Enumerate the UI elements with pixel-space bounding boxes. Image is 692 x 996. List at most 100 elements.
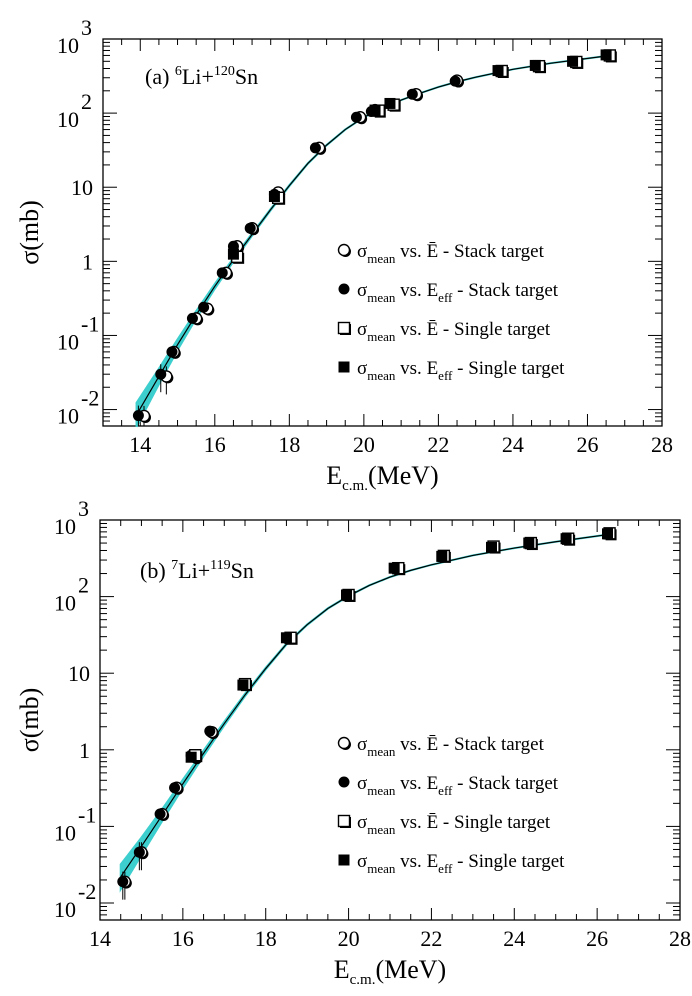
x-tick-label: 28 — [669, 926, 691, 951]
data-point — [309, 142, 321, 154]
y-tick-base: 10 — [54, 897, 76, 922]
x-tick-label: 14 — [89, 926, 111, 951]
legend-vs: vs. — [395, 319, 426, 340]
legend-entry: σmean vs. Ē - Single target — [357, 319, 551, 344]
y-tick-label: 10 — [71, 175, 93, 200]
data-point — [602, 528, 613, 540]
x-tick-label: 24 — [503, 926, 525, 951]
y-tick-label: 10 — [57, 33, 79, 58]
reaction-symbol-2: Sn — [235, 64, 258, 89]
reaction-symbol-1: Li+ — [178, 558, 210, 583]
legend-vs: vs. — [395, 358, 426, 379]
legend-energy: Ē — [427, 241, 439, 262]
legend-energy-sub: eff — [438, 783, 453, 798]
legend-target: - Stack target — [438, 734, 544, 755]
data-point — [237, 679, 249, 691]
data-point — [155, 368, 167, 380]
data-point — [406, 88, 418, 100]
data-point — [268, 190, 280, 202]
legend-energy-sub: eff — [438, 368, 453, 383]
legend-energy: E — [427, 773, 439, 794]
data-point — [280, 632, 292, 644]
x-axis-title-main: E — [334, 955, 350, 984]
data-point — [384, 97, 396, 109]
data-point — [600, 49, 612, 61]
legend-marker — [337, 321, 351, 335]
legend-energy-sub: eff — [438, 861, 453, 876]
legend-sigma: σ — [357, 358, 367, 379]
panel-a: 14 16 18 20 22 24 26 2810-210-1110102103Ec.m.(M… — [15, 15, 673, 494]
y-tick-label: 10 — [54, 591, 76, 616]
series-open-square — [230, 49, 617, 264]
legend-sigma: σ — [357, 241, 367, 262]
y-tick-base: 10 — [71, 175, 93, 200]
x-tick-label: 20 — [338, 926, 360, 951]
legend-sigma-sub: mean — [367, 744, 396, 759]
fit-curve — [136, 55, 607, 416]
y-tick-label: 1 — [79, 738, 90, 763]
panel-id: (b) — [140, 558, 171, 583]
legend-marker — [337, 736, 351, 750]
y-tick-exponent: -1 — [81, 311, 99, 336]
legend-vs: vs. — [395, 280, 426, 301]
legend-target: - Single target — [438, 812, 551, 833]
legend-sigma-sub: mean — [367, 861, 396, 876]
x-axis-title-sub: c.m. — [342, 478, 368, 494]
legend-target: - Single target — [452, 851, 565, 872]
legend-vs: vs. — [395, 812, 426, 833]
data-point — [529, 59, 541, 71]
legend-marker — [337, 243, 351, 257]
y-tick-base: 10 — [57, 404, 79, 429]
x-axis-title: Ec.m.(MeV) — [326, 461, 438, 494]
reaction-mass-2: 119 — [210, 558, 230, 573]
legend-sigma-sub: mean — [367, 822, 396, 837]
data-point — [204, 725, 216, 737]
y-tick-base: 10 — [57, 33, 79, 58]
reaction-symbol-2: Sn — [231, 558, 254, 583]
legend-sigma: σ — [357, 851, 367, 872]
data-point — [486, 541, 497, 553]
y-tick-exponent: -2 — [78, 879, 96, 904]
data-point — [132, 410, 144, 422]
y-tick-exponent: -2 — [81, 386, 99, 411]
reaction-mass-1: 7 — [171, 558, 178, 573]
y-tick-base: 10 — [57, 107, 79, 132]
data-point — [449, 75, 461, 87]
x-ticks: 14 16 18 20 22 24 26 28 — [102, 39, 673, 457]
data-point — [244, 222, 256, 234]
y-tick-base: 10 — [68, 661, 90, 686]
panel-label: (a) 6Li+120Sn — [145, 64, 258, 89]
legend-target: - Stack target — [438, 241, 544, 262]
x-tick-label: 28 — [651, 432, 673, 457]
data-point — [492, 65, 504, 77]
y-tick-label: 10 — [57, 404, 79, 429]
panel-b: 14 16 18 20 22 24 26 2810-210-1110102103Ec.m.(M… — [15, 496, 691, 988]
y-tick-exponent: 3 — [78, 496, 89, 521]
data-point — [350, 111, 362, 123]
y-tick-base: 10 — [54, 591, 76, 616]
data-point — [436, 550, 448, 562]
series-filled-square — [227, 49, 612, 260]
y-tick-base: 10 — [54, 514, 76, 539]
data-point — [567, 55, 579, 67]
y-tick-exponent: 2 — [81, 89, 92, 114]
x-axis-title-unit: (MeV) — [375, 955, 446, 984]
data-point — [198, 301, 210, 313]
y-tick-base: 1 — [82, 249, 93, 274]
legend-sigma-sub: mean — [367, 783, 396, 798]
legend-vs: vs. — [395, 241, 426, 262]
y-tick-base: 10 — [57, 329, 79, 354]
legend-marker — [338, 854, 350, 866]
data-point — [369, 104, 381, 116]
y-axis-title: σ(mb) — [15, 688, 44, 753]
x-tick-label: 18 — [278, 432, 300, 457]
legend-sigma: σ — [357, 734, 367, 755]
data-point — [560, 533, 572, 545]
legend-energy: E — [427, 280, 439, 301]
legend-vs: vs. — [395, 773, 426, 794]
legend-energy: Ē — [427, 812, 439, 833]
legend-vs: vs. — [395, 851, 426, 872]
